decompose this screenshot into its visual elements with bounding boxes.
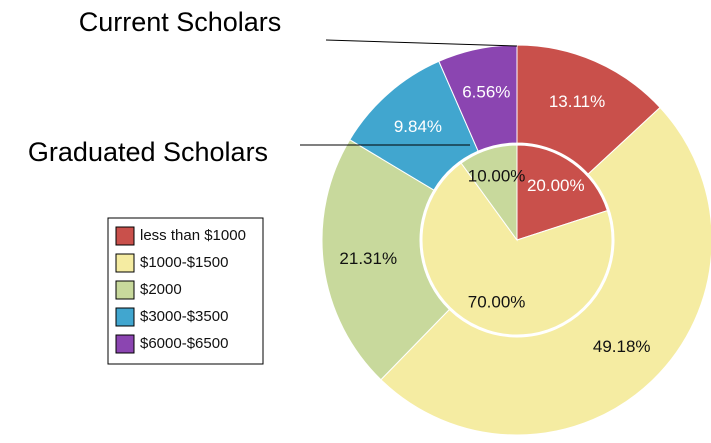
slice [421, 162, 613, 336]
series-callout: Current Scholars [79, 7, 282, 37]
slice [321, 138, 451, 381]
legend: less than $1000 $1000-$1500 $2000 $3000-$35… [115, 226, 246, 354]
slice [438, 44, 518, 152]
data-label: 13.11% [549, 92, 605, 111]
data-label: 21.31% [339, 249, 397, 268]
data-label: 20.00% [527, 176, 585, 195]
legend-label: $1000-$1500 [140, 254, 228, 271]
labels: 13.11% 49.18% 21.31% 9.84% 6.56% 20.00% 70.00%… [339, 83, 650, 356]
data-label: 9.84% [394, 117, 442, 136]
legend-swatch [115, 253, 135, 273]
legend-swatch [115, 307, 135, 327]
legend-label: $2000 [140, 281, 182, 298]
slice [460, 144, 518, 242]
slices [321, 44, 711, 436]
data-label: 49.18% [593, 337, 651, 356]
series-callout: Graduated Scholars [28, 137, 268, 167]
slice [516, 144, 608, 241]
legend-label: less than $1000 [140, 227, 246, 244]
legend-label: $6000-$6500 [140, 335, 228, 352]
legend-label: $3000-$3500 [140, 308, 228, 325]
slice [380, 106, 711, 436]
data-label: 70.00% [468, 292, 526, 311]
legend-swatch [115, 280, 135, 300]
legend-swatch [115, 334, 135, 354]
leader-line [325, 39, 518, 47]
data-label: 6.56% [462, 83, 510, 102]
data-label: 10.00% [468, 167, 526, 186]
legend-swatch [115, 226, 135, 246]
